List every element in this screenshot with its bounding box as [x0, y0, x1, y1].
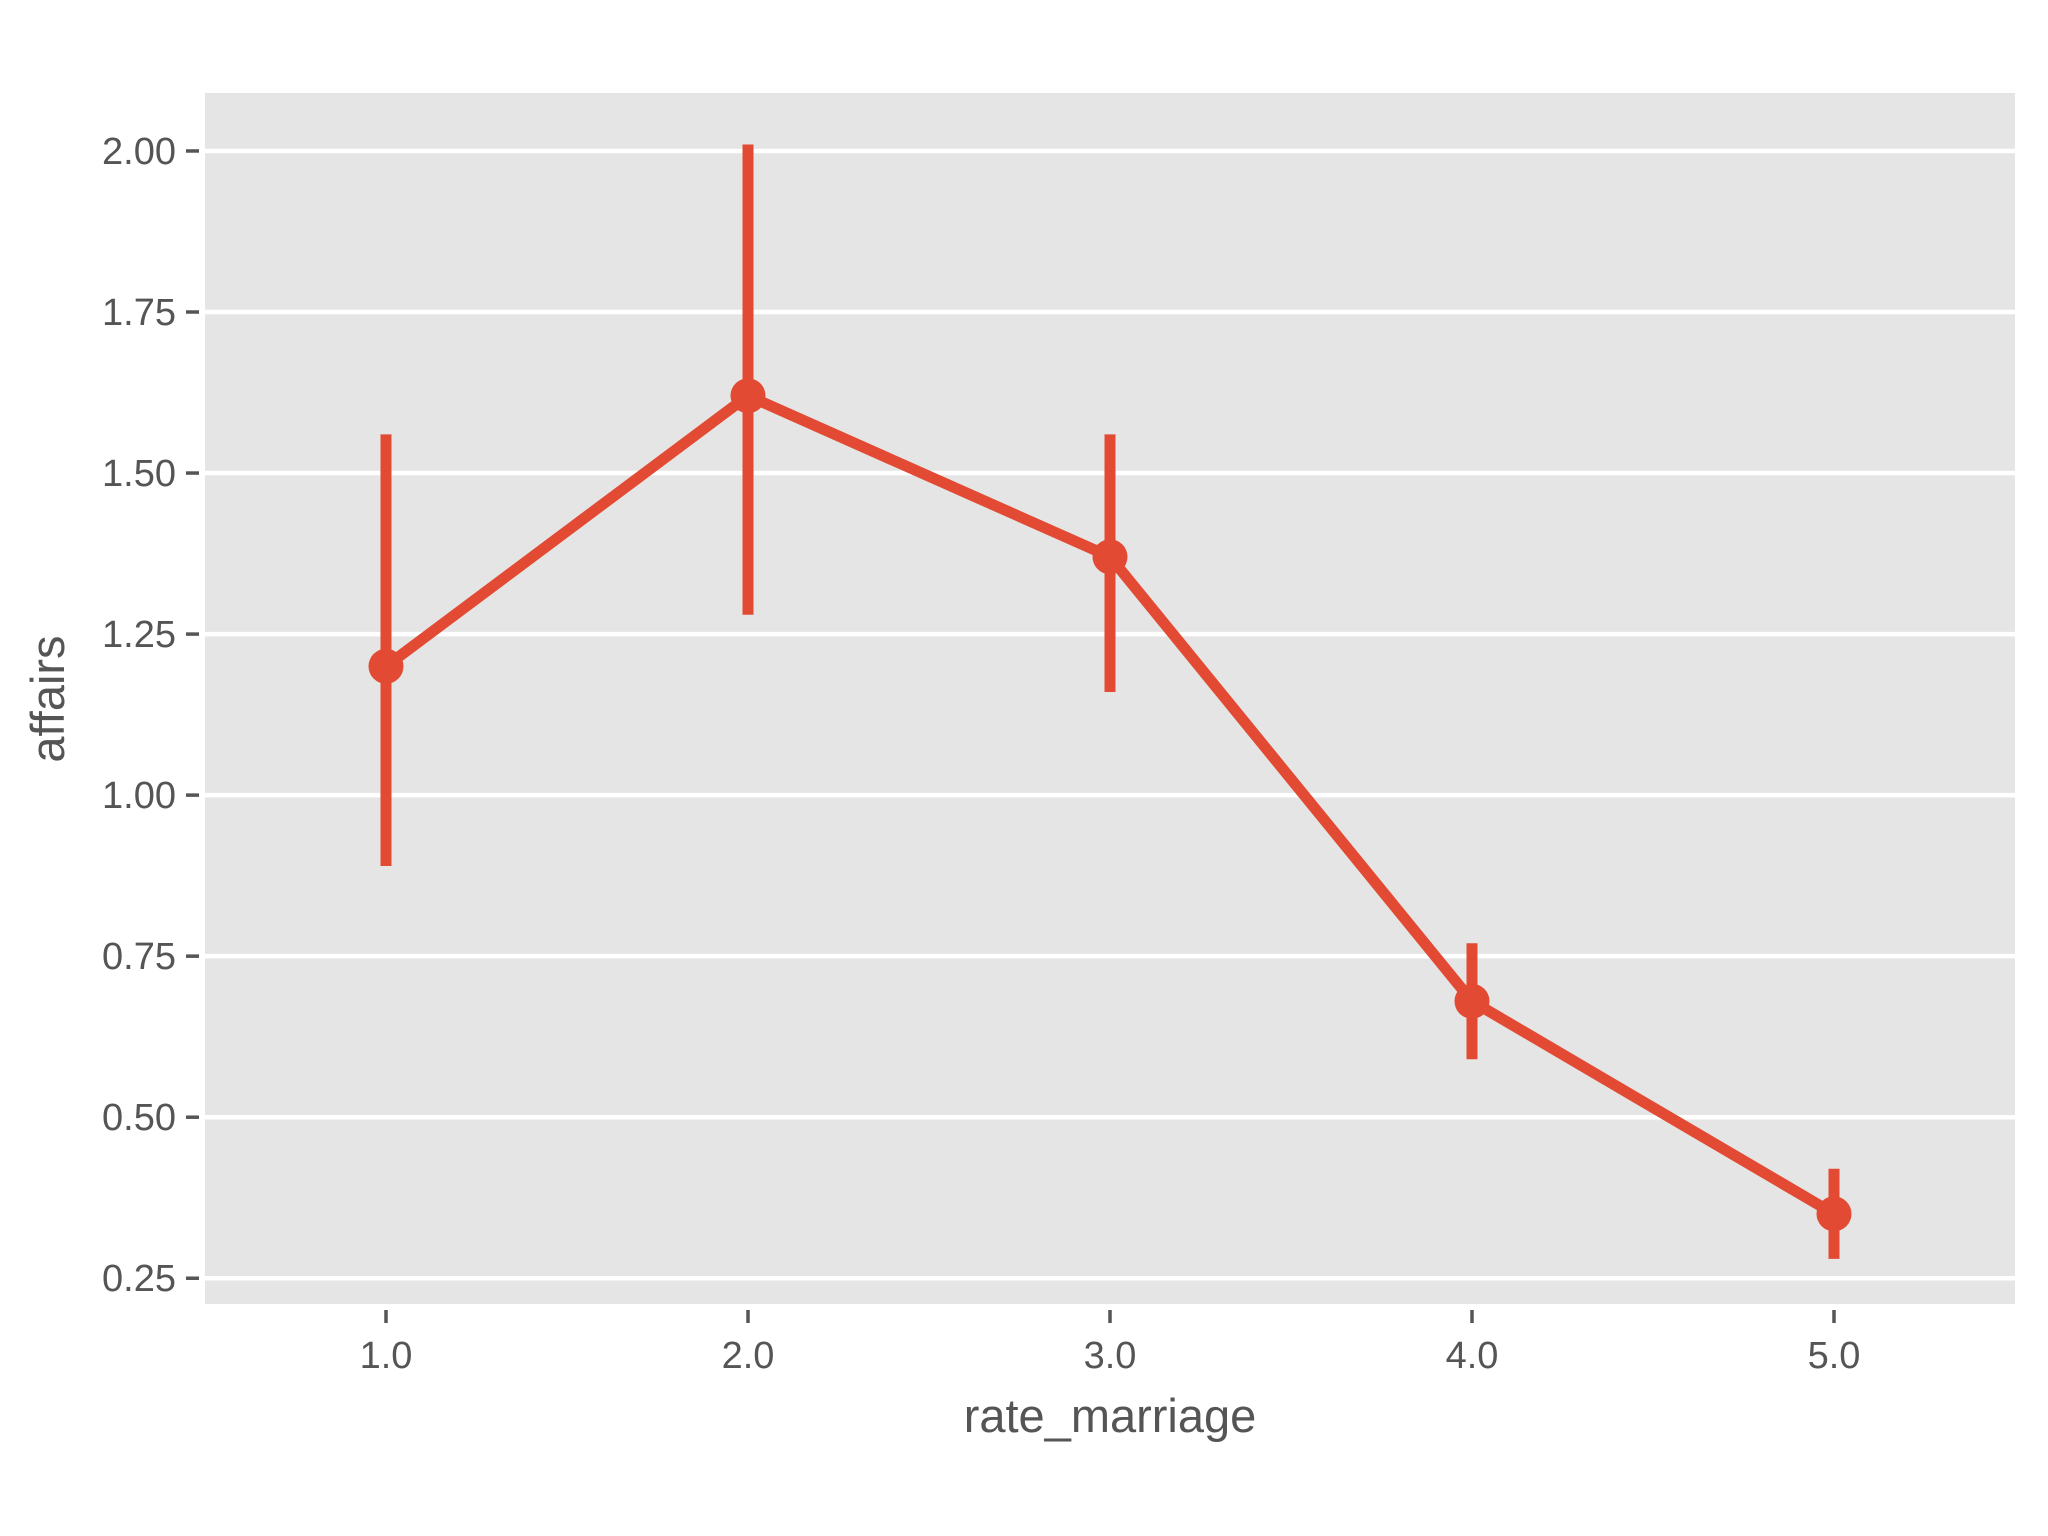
y-tick-label: 1.50	[102, 453, 176, 495]
y-tick-label: 0.75	[102, 936, 176, 978]
x-tick-label: 1.0	[360, 1335, 413, 1377]
x-tick-label: 4.0	[1446, 1335, 1499, 1377]
y-tick-label: 0.50	[102, 1097, 176, 1139]
x-tick-label: 2.0	[722, 1335, 775, 1377]
y-tick-label: 0.25	[102, 1258, 176, 1300]
data-point	[1454, 983, 1490, 1019]
y-tick-label: 2.00	[102, 131, 176, 173]
x-tick-label: 5.0	[1808, 1335, 1861, 1377]
x-tick-label: 3.0	[1084, 1335, 1137, 1377]
y-tick-label: 1.75	[102, 292, 176, 334]
y-tick-label: 1.00	[102, 775, 176, 817]
data-point	[1816, 1196, 1852, 1232]
y-axis-ticks: 0.25 0.50 0.75 1.00 1.25 1.50 1.75 2.00	[102, 131, 199, 1300]
data-point	[368, 648, 404, 684]
plot-area	[205, 93, 2015, 1304]
y-axis-label: affairs	[21, 635, 74, 762]
y-tick-label: 1.25	[102, 614, 176, 656]
x-axis-label: rate_marriage	[964, 1389, 1257, 1442]
data-point	[730, 378, 766, 414]
data-point-markers	[368, 378, 1852, 1232]
x-axis-ticks: 1.0 2.0 3.0 4.0 5.0	[360, 1310, 1861, 1377]
data-point	[1092, 539, 1128, 575]
